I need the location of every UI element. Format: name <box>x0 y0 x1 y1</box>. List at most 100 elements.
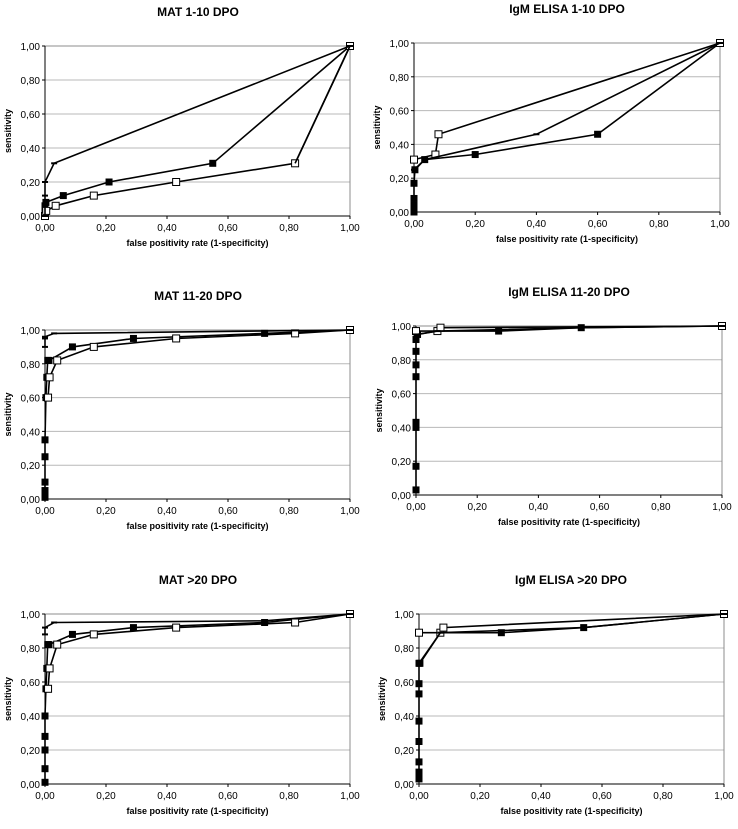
series-line-4 <box>294 45 351 164</box>
y-tick-label: 0,80 <box>21 76 41 87</box>
x-tick-label: 0,80 <box>279 506 299 517</box>
data-point <box>410 155 418 164</box>
data-point <box>434 130 443 139</box>
y-axis-label: sensitivity <box>3 392 13 436</box>
series-line-3 <box>44 45 351 216</box>
x-tick-label: 0,00 <box>409 791 429 802</box>
x-tick-label: 0,00 <box>35 506 55 517</box>
data-point <box>53 356 62 365</box>
x-tick-label: 1,00 <box>340 223 360 234</box>
x-tick-label: 0,40 <box>157 506 177 517</box>
x-tick-label: 0,00 <box>406 502 426 513</box>
data-point <box>41 765 49 773</box>
x-tick-label: 0,20 <box>467 502 487 513</box>
data-point <box>415 690 423 698</box>
data-point <box>471 151 479 159</box>
y-tick-label: 0,60 <box>21 394 41 405</box>
y-tick-label: 0,80 <box>21 360 41 371</box>
data-point <box>412 336 420 344</box>
data-point <box>45 641 53 649</box>
data-point <box>209 159 217 167</box>
series-line-3 <box>418 613 725 664</box>
data-point <box>59 192 67 200</box>
x-tick-label: 1,00 <box>340 506 360 517</box>
x-tick-label: 0,20 <box>96 791 116 802</box>
y-tick-label: 0,20 <box>390 174 410 185</box>
data-point <box>497 629 505 637</box>
x-tick-label: 0,80 <box>651 502 671 513</box>
data-point <box>412 418 420 426</box>
x-axis-label: false positivity rate (1-specificity) <box>126 806 268 816</box>
data-point <box>105 178 113 186</box>
series-line-1 <box>44 613 351 783</box>
y-tick-label: 0,00 <box>21 495 41 506</box>
data-point <box>172 178 181 186</box>
y-tick-label: 0,00 <box>392 491 412 502</box>
data-point <box>42 206 51 215</box>
roc-panel-4: 0,00 0,20 0,40 0,60 0,80 1,00 0,00 0,20 0,40 0,60… <box>374 285 732 527</box>
plot-frame <box>44 613 351 785</box>
x-axis-label: false positivity rate (1-specificity) <box>498 517 640 527</box>
data-point <box>129 624 137 632</box>
data-point <box>41 493 49 501</box>
y-tick-label: 1,00 <box>390 39 410 50</box>
data-point <box>41 478 49 486</box>
roc-panel-2: 0,00 0,20 0,40 0,60 0,80 1,00 0,00 0,20 0,40 0,60… <box>372 2 730 244</box>
data-point <box>44 684 53 693</box>
x-tick-label: 0,40 <box>527 219 547 230</box>
data-point <box>594 130 602 138</box>
y-tick-label: 0,60 <box>21 110 41 121</box>
series-line-3 <box>413 42 721 171</box>
y-tick-label: 0,60 <box>392 390 412 401</box>
chart-title: IgM ELISA 1-10 DPO <box>509 2 625 16</box>
y-tick-label: 0,20 <box>21 461 41 472</box>
plot-frame <box>418 613 725 785</box>
x-tick-label: 0,80 <box>653 791 673 802</box>
data-point <box>415 775 423 783</box>
x-tick-label: 0,40 <box>157 791 177 802</box>
data-point <box>89 342 98 351</box>
y-tick-label: 0,40 <box>392 423 412 434</box>
data-point <box>412 361 420 369</box>
chart-title: MAT 11-20 DPO <box>154 289 242 303</box>
data-point <box>410 201 418 209</box>
y-tick-label: 1,00 <box>395 610 415 621</box>
x-tick-label: 0,20 <box>96 506 116 517</box>
series-line-2 <box>419 613 725 634</box>
roc-panel-5: 0,00 0,20 0,40 0,60 0,80 1,00 0,00 0,20 0,40 0,60… <box>3 573 360 816</box>
y-tick-label: 0,40 <box>390 140 410 151</box>
data-point <box>415 738 423 745</box>
data-point <box>44 393 53 402</box>
data-point <box>439 623 448 632</box>
x-tick-label: 1,00 <box>714 791 734 802</box>
x-tick-label: 0,20 <box>96 223 116 234</box>
x-tick-label: 0,60 <box>592 791 612 802</box>
y-tick-label: 0,20 <box>392 457 412 468</box>
roc-panel-1: 0,00 0,20 0,40 0,60 0,80 1,00 0,00 0,20 0,40 0,60… <box>3 5 360 248</box>
data-point <box>41 746 49 754</box>
x-axis-label: false positivity rate (1-specificity) <box>496 234 638 244</box>
x-tick-label: 0,00 <box>404 219 424 230</box>
x-tick-label: 0,40 <box>157 223 177 234</box>
x-tick-label: 0,60 <box>218 791 238 802</box>
series-line-3 <box>415 325 723 336</box>
data-point <box>495 327 503 335</box>
data-point <box>261 329 269 337</box>
data-point <box>410 179 418 187</box>
data-point <box>412 423 420 431</box>
y-tick-label: 1,00 <box>21 326 41 337</box>
series-line-1 <box>418 613 725 779</box>
x-axis-label: false positivity rate (1-specificity) <box>126 238 268 248</box>
x-tick-label: 0,80 <box>649 219 669 230</box>
data-point <box>89 191 98 200</box>
data-point <box>45 664 54 673</box>
data-point <box>41 732 49 740</box>
chart-title: MAT >20 DPO <box>159 573 237 587</box>
y-axis-label: sensitivity <box>3 109 13 153</box>
y-axis-label: sensitivity <box>3 677 13 721</box>
y-axis-label: sensitivity <box>377 677 387 721</box>
y-tick-label: 0,00 <box>21 780 41 791</box>
x-tick-label: 0,60 <box>218 223 238 234</box>
